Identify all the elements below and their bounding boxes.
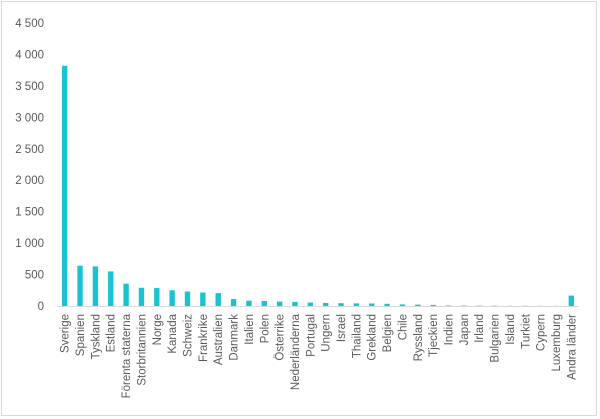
x-category-label: Kanada: [167, 313, 179, 353]
x-category-label: Tjeckien: [428, 314, 440, 357]
x-category-label: Frankrike: [198, 314, 210, 362]
bar-österrike: [276, 301, 283, 306]
bar-australien: [215, 293, 221, 306]
bar-nederländerna: [292, 301, 298, 306]
y-tick-label: 3 500: [15, 81, 44, 93]
bar-ungern: [322, 302, 329, 306]
x-category-label: Andra länder: [566, 314, 578, 380]
bar-tyskland: [92, 266, 99, 306]
x-category-label: Tyskland: [90, 314, 102, 359]
y-tick-label: 4 500: [15, 18, 44, 30]
x-category-label: Australien: [213, 314, 225, 365]
x-category-label: Israel: [336, 314, 348, 342]
x-category-label: Nederländerna: [290, 313, 302, 390]
x-category-label: Schweiz: [183, 314, 195, 357]
x-category-label: Indien: [444, 314, 456, 345]
y-axis-ticks: 0 500 1 000 1 500 2 000 2 500 3 000 3 500 4 000 4…: [15, 18, 44, 313]
x-category-label: Luxemburg: [551, 314, 563, 372]
bar-norge: [154, 288, 160, 306]
x-category-label: Estland: [106, 314, 118, 352]
x-category-label: Bulgarien: [490, 314, 502, 363]
x-category-label: Island: [505, 314, 517, 345]
x-category-label: Danmark: [229, 314, 241, 361]
y-tick-label: 1 500: [15, 207, 44, 219]
bar-chile: [399, 304, 406, 306]
bar-belgien: [384, 303, 390, 306]
bar-italien: [246, 300, 252, 306]
bars: [61, 65, 575, 306]
x-category-label: Polen: [259, 314, 271, 343]
x-category-label: Turkiet: [520, 313, 532, 349]
x-category-label: Ungern: [321, 314, 333, 352]
x-category-label: Ryssland: [413, 314, 425, 361]
x-category-label: Chile: [397, 314, 409, 340]
bar-tjeckien: [430, 304, 436, 306]
bar-polen: [261, 300, 267, 306]
y-tick-label: 3 000: [15, 112, 44, 124]
bar-kanada: [169, 290, 175, 306]
bar-danmark: [230, 299, 237, 306]
x-category-label: Spanien: [75, 314, 87, 356]
y-tick-label: 0: [38, 301, 44, 313]
bar-israel: [338, 303, 344, 306]
x-category-label: Thailand: [351, 314, 363, 358]
bar-spanien: [77, 265, 83, 306]
x-category-label: Sverige: [60, 314, 72, 353]
bar-portugal: [307, 302, 314, 306]
bar-indien: [445, 305, 452, 306]
bar-estland: [108, 271, 114, 306]
bar-grekland: [369, 303, 375, 306]
x-category-label: Irland: [474, 314, 486, 343]
bar-sverige: [61, 65, 68, 306]
bar-andra-länder: [568, 295, 575, 306]
x-category-label: Förenta staterna: [121, 313, 133, 398]
bar-storbritannien: [138, 287, 145, 306]
y-tick-label: 500: [25, 270, 44, 282]
x-category-label: Italien: [244, 314, 256, 345]
bar-frankrike: [200, 292, 206, 306]
x-category-label: Portugal: [305, 314, 317, 357]
x-category-label: Belgien: [382, 314, 394, 352]
x-category-label: Japan: [459, 314, 471, 345]
x-category-label: Österrike: [275, 314, 287, 361]
bar-ryssland: [415, 304, 421, 306]
y-tick-label: 1 000: [15, 238, 44, 250]
y-tick-label: 4 000: [15, 49, 44, 61]
bar-thailand: [353, 303, 360, 306]
x-category-label: Cypern: [536, 314, 548, 351]
x-axis-labels: Sverige Spanien Tyskland Estland Förenta sta…: [60, 313, 579, 398]
x-category-label: Grekland: [367, 314, 379, 361]
bar-schweiz: [184, 291, 191, 306]
x-category-label: Norge: [152, 314, 164, 345]
bar-förenta-staterna: [123, 283, 129, 306]
y-tick-label: 2 000: [15, 175, 44, 187]
x-category-label: Storbritannien: [136, 314, 148, 386]
y-tick-label: 2 500: [15, 144, 44, 156]
